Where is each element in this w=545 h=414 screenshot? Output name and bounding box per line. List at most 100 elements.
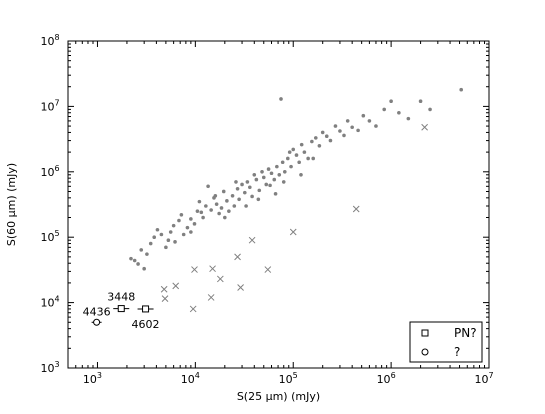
dot-point <box>291 147 296 152</box>
dot-point <box>277 172 282 177</box>
dot-point <box>328 138 333 143</box>
dot-point <box>225 199 229 203</box>
dot-point <box>189 230 193 234</box>
cross-point <box>421 123 428 131</box>
dot-point <box>209 208 213 212</box>
circle-point <box>93 318 101 326</box>
dot-point <box>302 150 307 154</box>
dot-point <box>289 164 293 169</box>
dot-point <box>242 190 247 195</box>
dot-point <box>264 182 269 187</box>
dot-point <box>177 218 181 223</box>
dot-point <box>245 180 250 184</box>
dot-point <box>282 170 287 174</box>
cross-point <box>237 284 244 291</box>
dot-point <box>129 256 133 261</box>
dot-point <box>356 128 360 133</box>
dot-point <box>171 223 176 228</box>
dot-point <box>256 197 261 202</box>
dot-point <box>197 199 202 204</box>
dot-point <box>237 197 241 202</box>
dot-point <box>192 222 197 226</box>
dot-point <box>204 204 208 208</box>
dot-point <box>275 164 279 169</box>
dot-point <box>240 182 244 187</box>
dot-point <box>173 240 177 244</box>
dot-point <box>280 160 285 165</box>
legend-label: ? <box>454 345 460 359</box>
legend-label: PN? <box>454 326 477 340</box>
dot-point <box>397 110 401 115</box>
dot-point <box>213 193 218 198</box>
point-label: 4602 <box>132 318 160 331</box>
cross-point <box>189 305 197 313</box>
cross-point <box>172 282 180 290</box>
dot-point <box>266 167 271 171</box>
cross-point <box>160 285 168 293</box>
dot-point <box>257 188 262 193</box>
x-tick-label: 104 <box>181 371 200 386</box>
dot-point <box>297 160 301 165</box>
dot-point <box>232 204 237 208</box>
dot-point <box>139 248 144 252</box>
x-tick-label: 103 <box>83 371 102 386</box>
dot-point <box>234 180 238 184</box>
y-tick-label: 105 <box>40 229 59 244</box>
y-tick-label: 108 <box>40 33 59 48</box>
dot-point <box>313 136 318 140</box>
dot-point <box>389 99 393 104</box>
y-axis-label: S(60 μm) (mJy) <box>5 163 18 246</box>
dot-point <box>189 217 193 221</box>
cross-point <box>264 266 272 273</box>
dot-point <box>272 177 277 182</box>
dot-point <box>306 156 310 161</box>
dot-point <box>273 192 278 196</box>
dot-point <box>285 156 290 161</box>
dot-point <box>382 107 387 112</box>
axis-ticks <box>68 40 490 369</box>
dot-point <box>221 189 226 194</box>
dot-point <box>250 194 254 199</box>
dot-point <box>136 262 140 266</box>
dot-point <box>223 215 227 220</box>
dot-point <box>361 113 366 118</box>
dot-point <box>338 129 342 133</box>
dot-point <box>230 193 235 198</box>
dot-point <box>418 99 423 104</box>
dot-point <box>294 153 299 157</box>
dot-point <box>459 87 464 92</box>
dot-point <box>248 185 252 190</box>
y-tick-label: 107 <box>40 98 59 113</box>
dot-point <box>299 142 304 147</box>
legend-circle-marker <box>421 348 429 356</box>
legend: PN?? <box>409 321 483 363</box>
cross-point <box>191 266 198 273</box>
dot-point <box>185 225 190 230</box>
cross-point <box>234 253 241 261</box>
dot-point <box>311 156 316 161</box>
dot-point <box>235 186 240 191</box>
dot-point <box>287 150 292 154</box>
dot-point <box>164 245 168 250</box>
dot-point <box>268 183 272 188</box>
y-tick-label: 106 <box>40 164 59 179</box>
cross-point <box>207 294 215 301</box>
x-tick-label: 107 <box>474 371 493 386</box>
annotations: 3448 4602 4436 <box>83 291 160 331</box>
dot-point <box>145 252 149 256</box>
dot-point <box>201 215 205 220</box>
dot-point <box>324 134 329 139</box>
cross-point <box>352 205 360 213</box>
dot-point <box>406 116 411 121</box>
dot-point <box>317 143 322 148</box>
y-tick-label: 103 <box>40 360 59 375</box>
dot-point <box>148 241 153 246</box>
dot-point <box>252 172 257 177</box>
tick-labels: 103 104 105 106 107 103 104 105 106 107 108 <box>40 33 493 386</box>
x-tick-label: 105 <box>279 371 298 386</box>
data-marks <box>129 87 464 313</box>
dot-point <box>195 209 200 213</box>
dot-point <box>367 119 372 123</box>
dot-point <box>299 172 303 177</box>
